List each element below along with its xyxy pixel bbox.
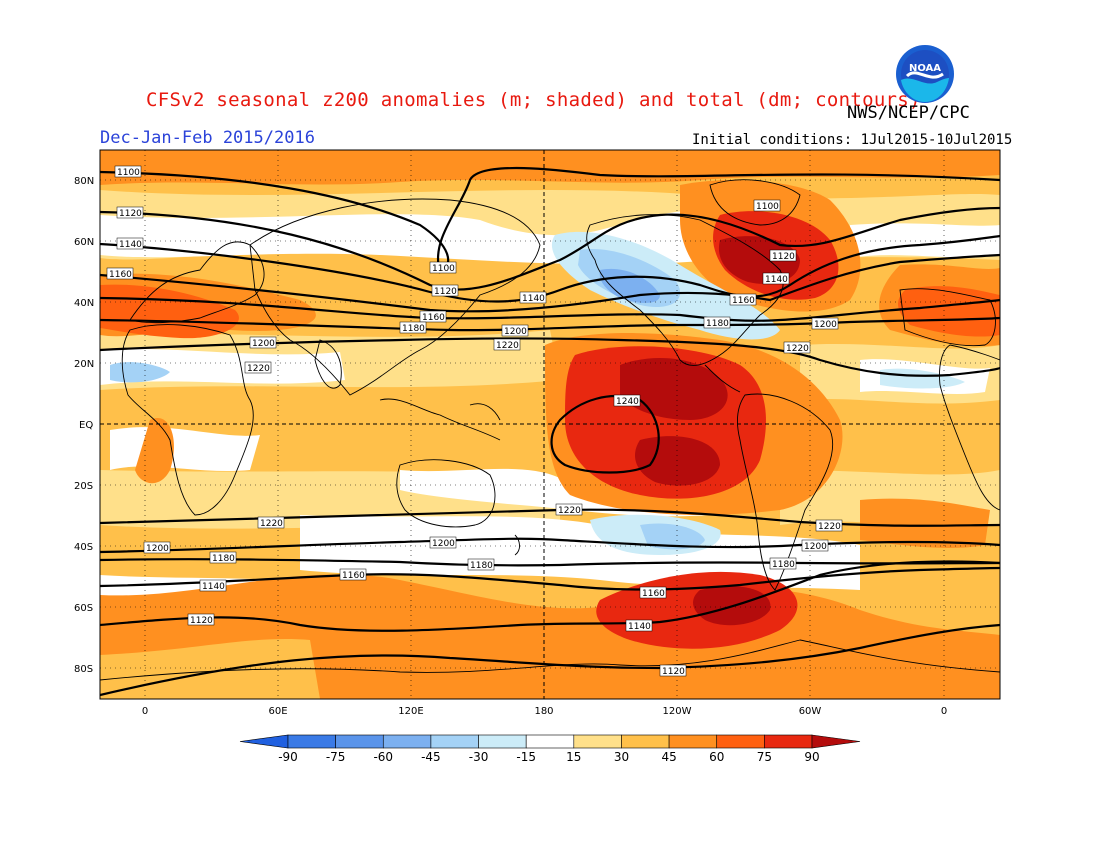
contour-label: 1140	[765, 275, 788, 285]
svg-text:NOAA: NOAA	[909, 63, 941, 74]
contour-label: 1200	[432, 539, 455, 549]
shaded-anomaly-field	[100, 150, 1000, 699]
colorbar-segment	[287, 734, 336, 749]
contour-labels: 1100 1120 1140 1160 1100 1120 1140 1160 …	[106, 165, 843, 677]
colorbar-segment	[478, 734, 527, 749]
colorbar-segment	[573, 734, 622, 749]
organization-label: NWS/NCEP/CPC	[847, 103, 970, 123]
contour-label: 1200	[252, 339, 275, 349]
contour-label: 1200	[814, 320, 837, 330]
contour-label: 1220	[786, 344, 809, 354]
colorbar-segment	[239, 734, 289, 749]
contour-label: 1160	[422, 313, 445, 323]
lon-label: 60E	[268, 706, 287, 717]
lat-label: 80N	[74, 176, 94, 187]
colorbar-tick-label: -75	[326, 750, 346, 764]
initial-conditions-label: Initial conditions: 1Jul2015-10Jul2015	[692, 132, 1013, 148]
colorbar-segment	[621, 734, 670, 749]
contour-label: 1160	[109, 270, 132, 280]
lat-label: 20S	[74, 481, 93, 492]
latitude-axis: 80N 60N 40N 20N EQ 20S 40S 60S 80S	[74, 176, 94, 675]
graticule	[100, 150, 1000, 699]
contour-label: 1220	[260, 519, 283, 529]
lon-label: 60W	[799, 706, 822, 717]
contour-label: 1120	[662, 667, 685, 677]
contour-label: 1220	[496, 341, 519, 351]
colorbar-tick-label: 90	[804, 750, 819, 764]
contour-label: 1180	[772, 560, 795, 570]
colorbar-segment	[811, 734, 861, 749]
colorbar-tick-label: 75	[757, 750, 772, 764]
colorbar-segment	[668, 734, 718, 749]
contour-label: 1100	[432, 264, 455, 274]
lon-label: 180	[534, 706, 553, 717]
season-label: Dec-Jan-Feb 2015/2016	[100, 128, 315, 148]
colorbar-tick-label: -30	[469, 750, 489, 764]
contour-label: 1240	[616, 397, 639, 407]
contour-label: 1160	[342, 571, 365, 581]
colorbar: -90 -75 -60 -45 -30 -15 15 30 45 60 75 90	[239, 734, 861, 764]
noaa-logo: NOAA	[896, 45, 954, 103]
lat-label: 40S	[74, 542, 93, 553]
contour-label: 1220	[818, 522, 841, 532]
contour-label: 1140	[202, 582, 225, 592]
lat-label: 80S	[74, 664, 93, 675]
coastlines	[100, 179, 1000, 681]
colorbar-segment	[525, 734, 575, 749]
contour-label: 1140	[628, 622, 651, 632]
contour-label: 1200	[146, 544, 169, 554]
contour-label: 1140	[522, 294, 545, 304]
contour-label: 1120	[190, 616, 213, 626]
longitude-axis: 0 60E 120E 180 120W 60W 0	[142, 706, 947, 717]
colorbar-tick-label: -15	[516, 750, 536, 764]
contour-label: 1140	[119, 240, 142, 250]
contour-label: 1180	[212, 554, 235, 564]
colorbar-tick-label: -60	[373, 750, 393, 764]
contour-label: 1180	[402, 324, 425, 334]
contour-label: 1200	[504, 327, 527, 337]
lon-label: 120E	[398, 706, 423, 717]
colorbar-tick-label: 15	[566, 750, 581, 764]
lat-label: 60S	[74, 603, 93, 614]
colorbar-segment	[430, 734, 479, 749]
lat-label: 20N	[74, 359, 94, 370]
lon-label: 0	[941, 706, 947, 717]
colorbar-segment	[335, 734, 384, 749]
map-frame	[99, 149, 1001, 700]
contour-label: 1100	[117, 168, 140, 178]
colorbar-segment	[716, 734, 765, 749]
contour-label: 1100	[756, 202, 779, 212]
lat-label: 60N	[74, 237, 94, 248]
contour-label: 1180	[706, 319, 729, 329]
colorbar-tick-label: 60	[709, 750, 724, 764]
lon-label: 120W	[663, 706, 692, 717]
contour-label: 1120	[772, 252, 795, 262]
lat-label: 40N	[74, 298, 94, 309]
contour-label: 1160	[642, 589, 665, 599]
colorbar-segment	[382, 734, 432, 749]
contour-label: 1120	[434, 287, 457, 297]
figure-title: CFSv2 seasonal z200 anomalies (m; shaded…	[146, 89, 921, 111]
contour-label: 1120	[119, 209, 142, 219]
colorbar-tick-label: -45	[421, 750, 441, 764]
contour-label: 1200	[804, 542, 827, 552]
colorbar-tick-label: -90	[278, 750, 298, 764]
lon-label: 0	[142, 706, 148, 717]
contour-label: 1160	[732, 296, 755, 306]
colorbar-tick-label: 45	[661, 750, 676, 764]
reference-lines	[100, 150, 1000, 699]
contour-label: 1220	[247, 364, 270, 374]
lat-label: EQ	[79, 420, 93, 431]
colorbar-segment	[764, 734, 813, 749]
contour-label: 1180	[470, 561, 493, 571]
contour-label: 1220	[558, 506, 581, 516]
colorbar-tick-label: 30	[614, 750, 629, 764]
